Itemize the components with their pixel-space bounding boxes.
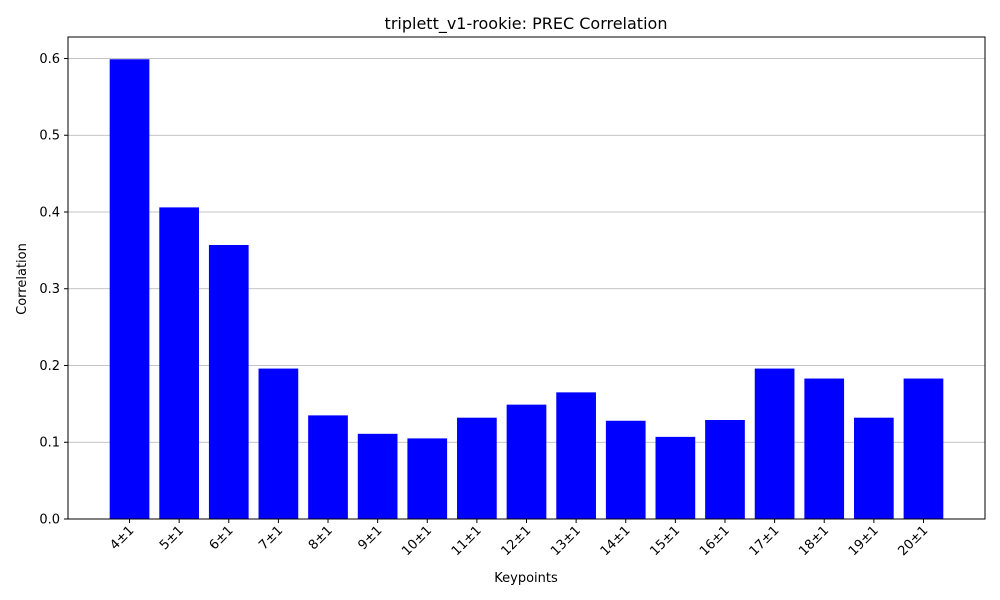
y-axis-ticks: 0.0 0.1 0.2 0.3 0.4 0.5 0.6 [39,52,68,528]
bar-15±1 [655,436,696,519]
bar-20±1 [903,378,944,519]
x-axis-label: Keypoints [494,571,558,586]
bar-12±1 [506,404,547,519]
bar-17±1 [754,368,795,519]
y-tick-label: 0.3 [39,282,60,297]
bar-11±1 [457,417,497,519]
y-tick-label: 0.4 [39,205,60,220]
bar-8±1 [308,415,348,519]
bar-19±1 [854,417,894,519]
bar-7±1 [258,368,299,519]
y-tick-label: 0.0 [39,513,60,528]
bar-16±1 [705,419,745,519]
y-tick-label: 0.2 [39,359,60,374]
bars [109,59,944,519]
bar-4±1 [109,59,150,519]
bar-10±1 [407,438,448,519]
y-tick-label: 0.6 [39,52,60,67]
bar-13±1 [556,392,596,519]
y-tick-label: 0.1 [39,436,60,451]
chart-title: triplett_v1-rookie: PREC Correlation [385,14,668,34]
bar-5±1 [159,207,199,519]
y-axis-label: Correlation [15,243,30,315]
bar-9±1 [357,433,398,519]
bar-18±1 [804,378,845,519]
bar-14±1 [605,420,646,519]
y-tick-label: 0.5 [39,129,60,144]
bar-6±1 [208,244,249,519]
